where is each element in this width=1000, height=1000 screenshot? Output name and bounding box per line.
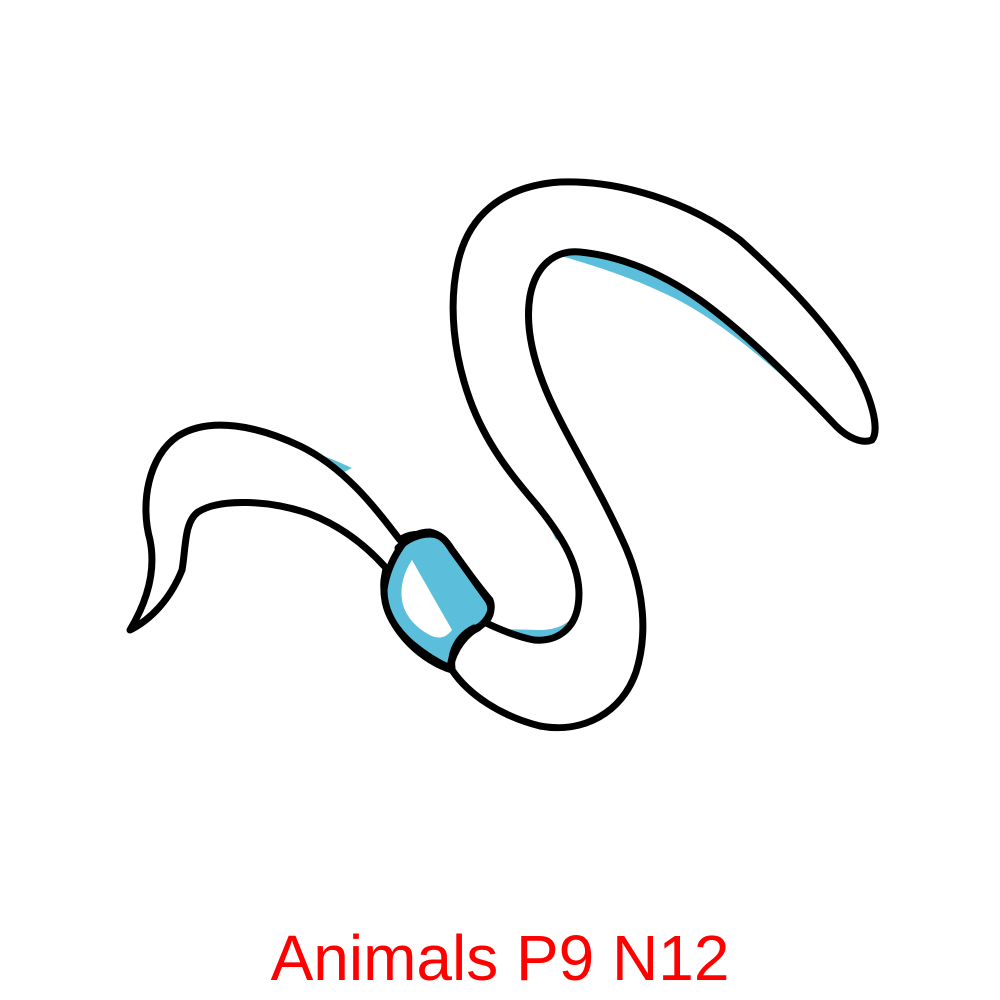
worm-outline (126, 178, 879, 732)
image-caption: Animals P9 N12 (270, 922, 730, 994)
worm-segments (380, 528, 495, 672)
